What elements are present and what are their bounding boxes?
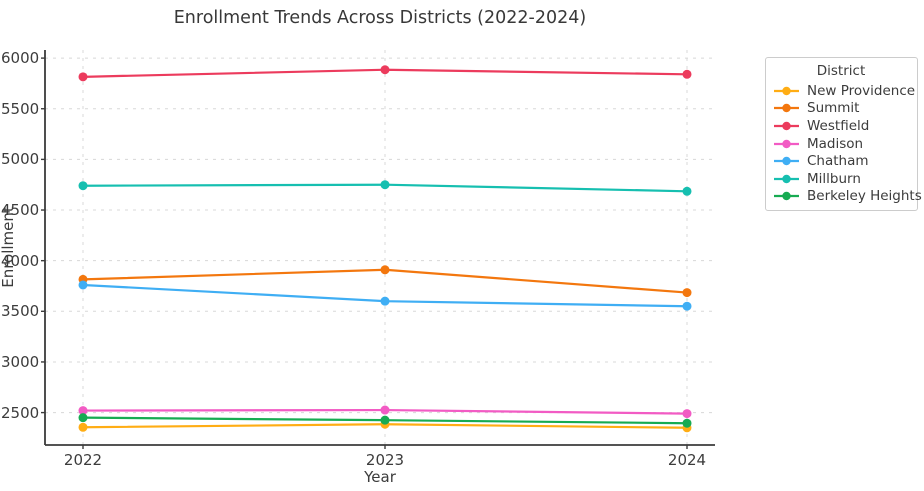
legend-marker-madison (774, 139, 799, 148)
y-tick-label: 3000 (1, 352, 40, 371)
legend-marker-millburn (774, 174, 799, 183)
legend-label-westfield: Westfield (807, 117, 870, 134)
legend-label-summit: Summit (807, 100, 860, 117)
y-tick-label: 4500 (1, 201, 40, 220)
data-point-madison (682, 409, 692, 419)
legend-item-westfield: Westfield (773, 117, 909, 135)
y-tick-label: 3500 (1, 302, 40, 321)
data-point-madison (380, 405, 390, 415)
data-point-berkeley-heights (682, 418, 692, 428)
x-tick-label: 2024 (667, 451, 707, 469)
data-point-summit (682, 288, 692, 298)
data-point-chatham (380, 296, 390, 306)
data-point-chatham (78, 280, 88, 290)
y-tick-label: 4000 (1, 251, 40, 270)
y-tick-label: 5500 (1, 99, 40, 118)
legend-item-berkeley-heights: Berkeley Heights (773, 188, 922, 206)
y-tick-label: 6000 (1, 49, 40, 68)
y-axis-label: Enrollment (0, 206, 17, 288)
legend-title: District (816, 63, 866, 79)
legend-marker-new-providence (774, 86, 799, 95)
legend-marker-westfield (774, 121, 799, 131)
legend-label-berkeley-heights: Berkeley Heights (807, 188, 922, 205)
legend-item-new-providence: New Providence (773, 82, 915, 100)
legend-marker-chatham (774, 156, 799, 166)
legend-label-madison: Madison (807, 135, 864, 152)
data-point-westfield (380, 65, 390, 75)
data-point-new-providence (78, 422, 88, 432)
data-point-berkeley-heights (78, 413, 88, 423)
data-point-millburn (380, 180, 390, 190)
legend-label-new-providence: New Providence (807, 82, 916, 99)
legend-marker-berkeley-heights (774, 192, 799, 201)
legend-items: New Providence Summit Westfield Madison Chat… (773, 82, 922, 206)
legend-item-madison: Madison (773, 135, 909, 153)
data-point-westfield (78, 72, 88, 82)
data-point-chatham (682, 301, 692, 311)
x-axis-label: Year (364, 468, 396, 486)
data-point-millburn (78, 181, 88, 191)
legend-item-millburn: Millburn (773, 170, 909, 188)
legend-label-millburn: Millburn (807, 170, 861, 187)
data-point-summit (380, 265, 390, 275)
legend-item-chatham: Chatham (773, 152, 909, 170)
legend-label-chatham: Chatham (807, 153, 869, 170)
data-point-madison (78, 406, 88, 416)
chart-title: Enrollment Trends Across Districts (2022… (173, 8, 587, 28)
x-tick-label: 2023 (365, 451, 405, 469)
legend-marker-summit (774, 104, 799, 113)
legend: District New Providence Summit Westfield Ma… (765, 57, 922, 212)
legend-item-summit: Summit (773, 100, 909, 118)
data-point-berkeley-heights (380, 415, 390, 425)
y-tick-label: 2500 (1, 403, 40, 422)
y-tick-label: 5000 (1, 150, 40, 169)
data-point-millburn (682, 186, 692, 196)
x-tick-label: 2022 (63, 451, 103, 469)
data-point-westfield (682, 69, 692, 79)
